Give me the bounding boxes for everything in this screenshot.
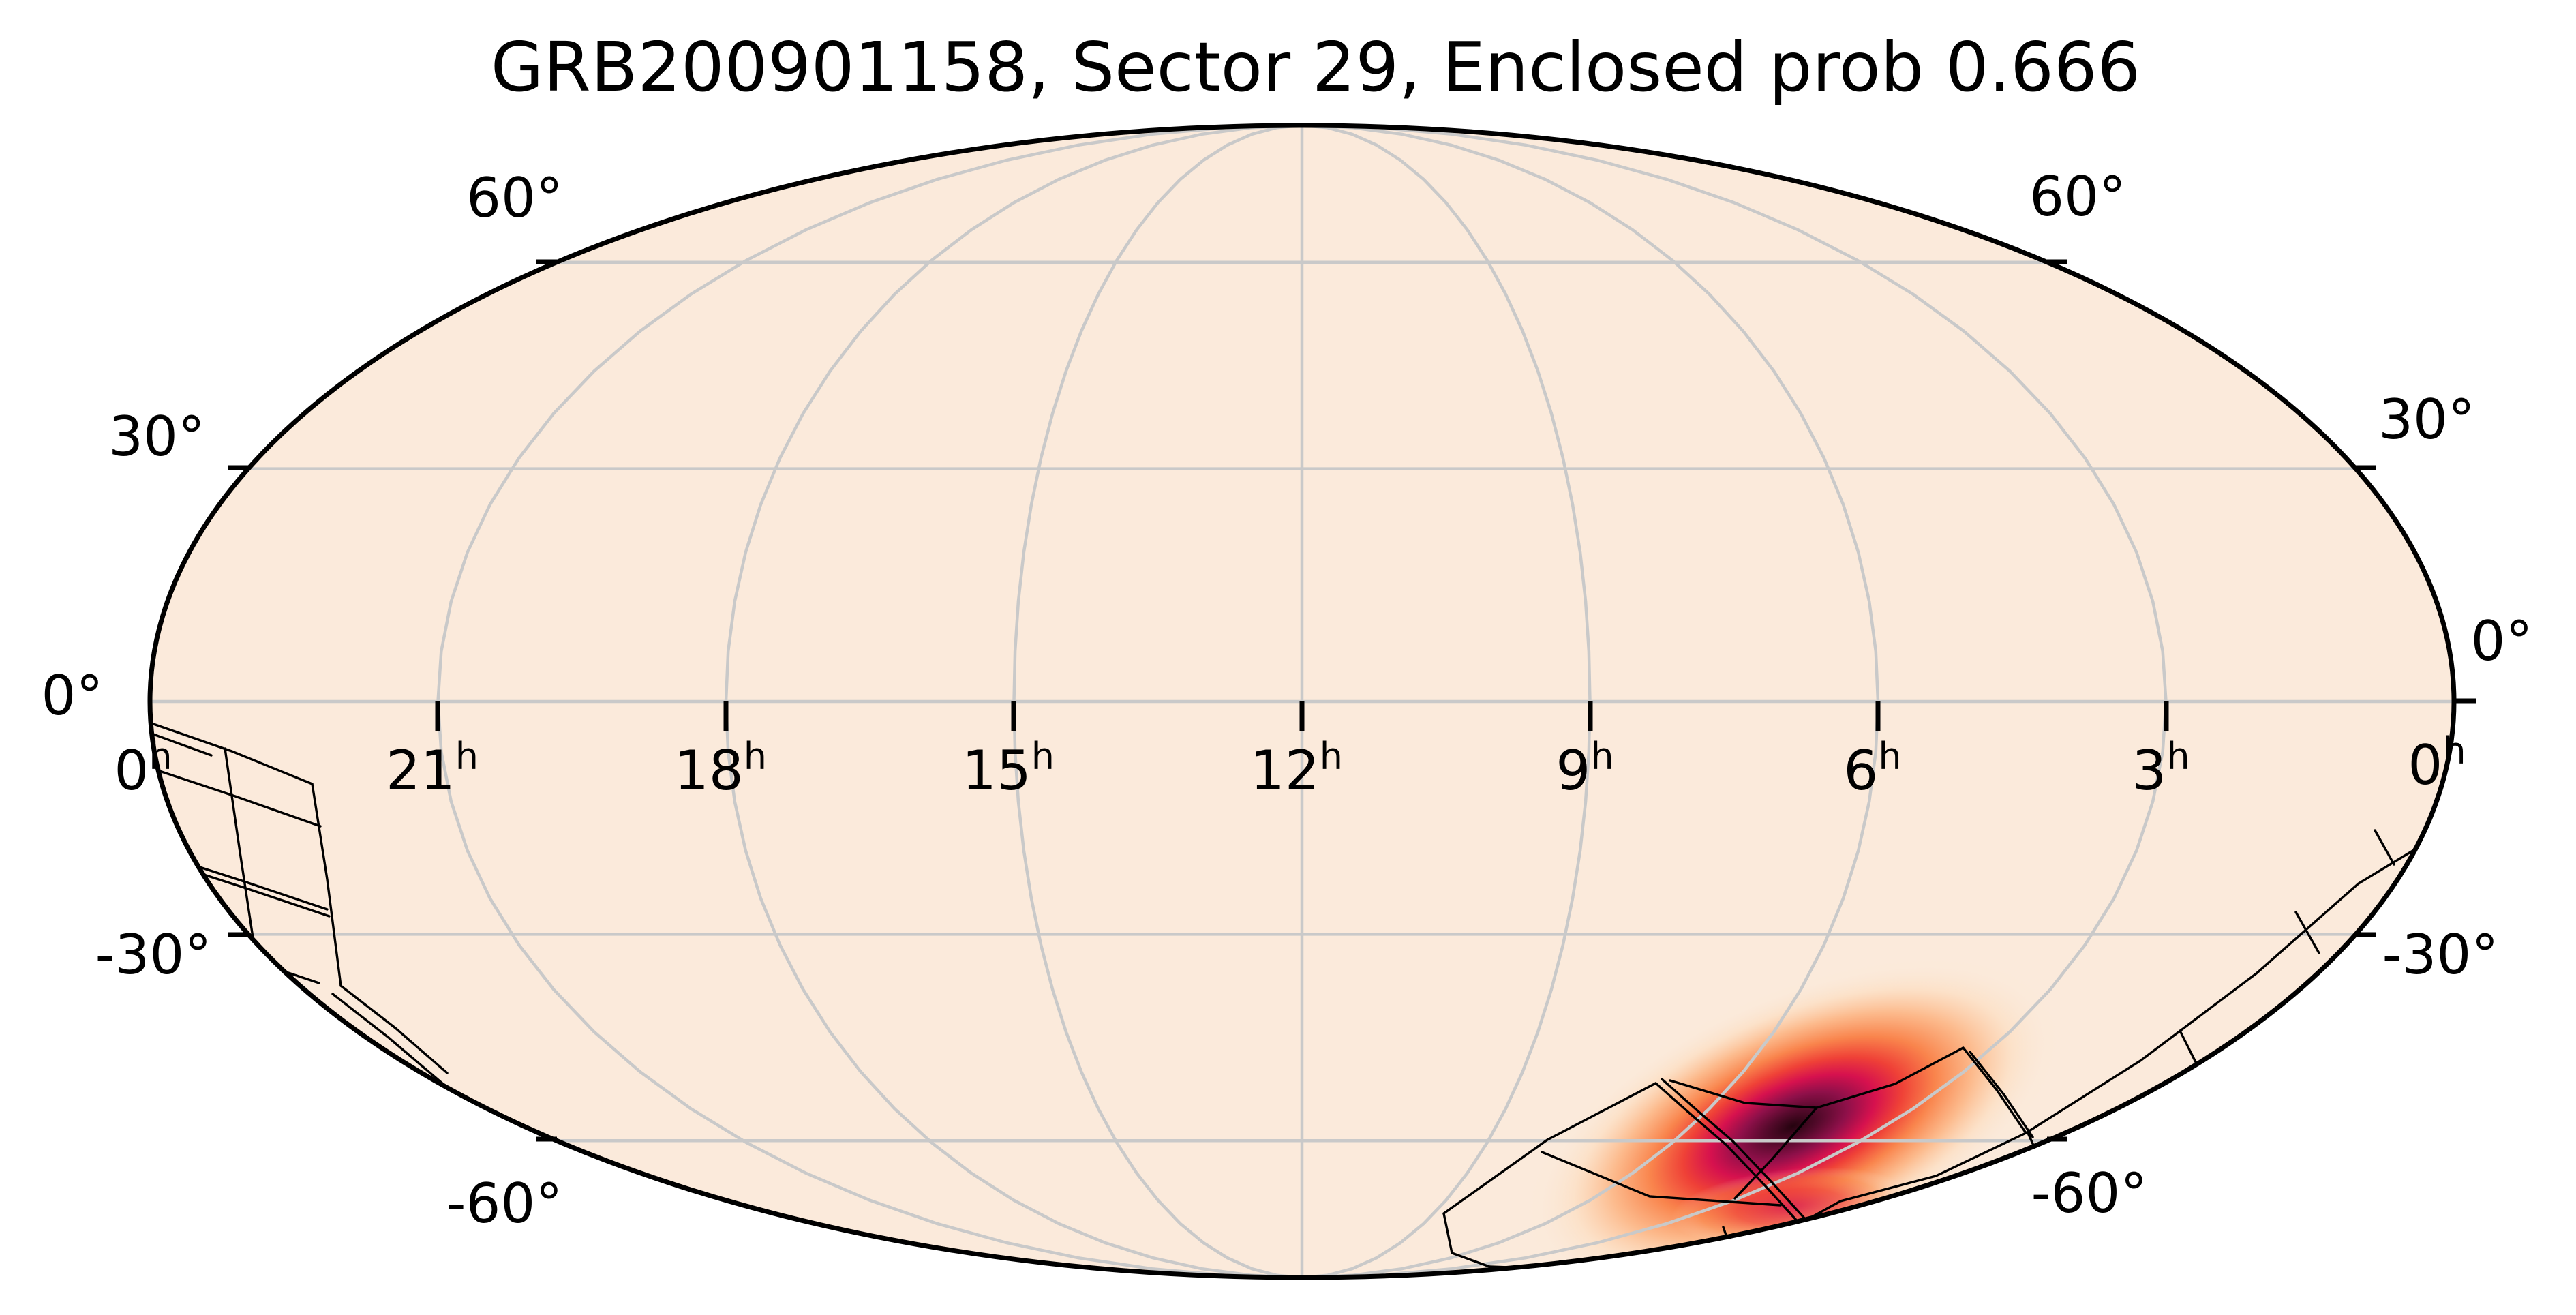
dec-tick-label: 0° bbox=[2471, 609, 2533, 673]
ra-tick-label: 15h bbox=[962, 735, 1055, 802]
axis-ticks bbox=[228, 259, 2476, 1142]
dec-tick-label: -60° bbox=[2031, 1162, 2148, 1225]
footprint-edge bbox=[331, 993, 444, 1085]
footprint-edge bbox=[311, 783, 342, 987]
chart-title: GRB200901158, Sector 29, Enclosed prob 0… bbox=[491, 27, 2140, 107]
footprint-edge bbox=[150, 732, 213, 757]
footprint-edge bbox=[1798, 1132, 2027, 1225]
footprint-edge bbox=[152, 723, 314, 785]
ra-tick-label: 0h bbox=[2408, 729, 2466, 797]
dec-tick-label: 30° bbox=[108, 405, 205, 468]
chart-layers: 0h 21h 18h 15h 12h 9h 6h 3h 0h 60° 30° 0° -30° -60° 60… bbox=[42, 123, 2533, 1280]
dec-tick-label: -30° bbox=[95, 923, 212, 986]
footprint-edge bbox=[1541, 1151, 1782, 1207]
footprint-edge bbox=[1969, 1051, 2034, 1138]
dec-tick-label: 30° bbox=[2378, 388, 2475, 451]
footprint-edge bbox=[2294, 911, 2320, 954]
dec-tick-label: 60° bbox=[466, 166, 563, 230]
ra-tick-label: 18h bbox=[674, 735, 767, 802]
dec-tick-label: -30° bbox=[2382, 923, 2499, 986]
footprint-edge bbox=[2374, 829, 2395, 866]
footprint-edge bbox=[1442, 1212, 1491, 1268]
ra-tick-label: 9h bbox=[1556, 735, 1613, 802]
footprint-edge bbox=[1661, 1078, 1807, 1221]
ra-tick-label: 0h bbox=[114, 735, 172, 802]
ra-tick-label: 21h bbox=[386, 735, 479, 802]
dec-tick-label: 0° bbox=[42, 664, 104, 727]
probability-blob-core bbox=[1519, 954, 2067, 1278]
footprint-edge bbox=[1654, 1082, 1801, 1225]
footprint-edge bbox=[1733, 1106, 1818, 1200]
ra-tick-label: 12h bbox=[1250, 735, 1343, 802]
ra-tick-label: 3h bbox=[2132, 735, 2189, 802]
axis-tick-labels: 0h 21h 18h 15h 12h 9h 6h 3h 0h 60° 30° 0° -30° -60° 60… bbox=[42, 165, 2533, 1235]
dec-tick-label: 60° bbox=[2029, 165, 2126, 228]
footprint-edge bbox=[339, 984, 449, 1074]
footprint-edge bbox=[1442, 1082, 1657, 1215]
footprint-edge bbox=[1962, 1046, 2027, 1134]
footprint-edge bbox=[150, 766, 322, 828]
footprint-edge bbox=[2025, 843, 2425, 1134]
dec-tick-label: -60° bbox=[446, 1172, 563, 1235]
ra-tick-label: 6h bbox=[1843, 735, 1901, 802]
